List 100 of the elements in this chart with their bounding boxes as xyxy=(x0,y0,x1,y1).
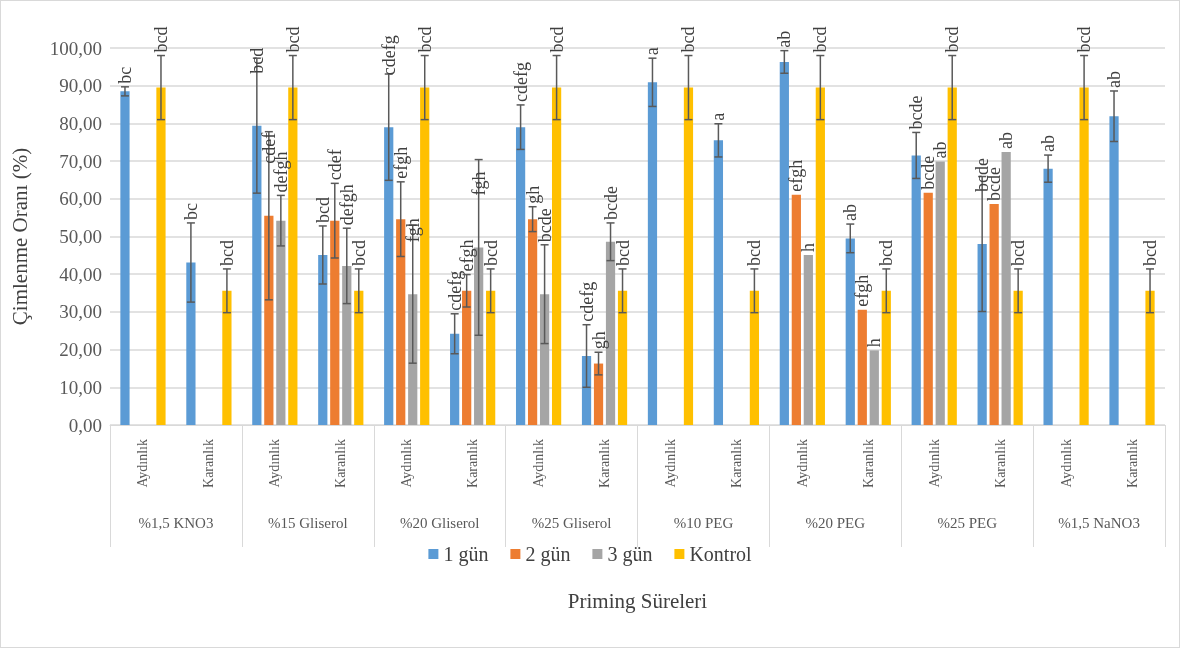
data-label: defgh xyxy=(336,184,357,226)
data-label: bcd xyxy=(414,26,435,53)
bar xyxy=(989,204,999,425)
data-label: ab xyxy=(1104,70,1125,88)
text: %15 Gliserol xyxy=(268,515,348,531)
y-tick-label: 100,00 xyxy=(49,37,102,59)
legend-label: 2 gün xyxy=(525,543,571,566)
bar xyxy=(264,215,274,425)
y-tick-label: 30,00 xyxy=(59,301,102,323)
bar xyxy=(923,192,933,425)
data-label: bcd xyxy=(216,239,237,266)
data-label: bcd xyxy=(348,239,369,266)
y-tick-label: 50,00 xyxy=(59,226,102,247)
legend-label: 1 gün xyxy=(443,543,489,566)
data-label: gh xyxy=(588,331,609,350)
data-label: ab xyxy=(1038,135,1059,153)
bar xyxy=(186,262,196,425)
bar xyxy=(815,87,825,425)
x-tick-label: Aydınlık xyxy=(794,439,810,488)
data-label: bcd xyxy=(942,26,963,53)
bar xyxy=(1001,152,1011,425)
data-label: cdefg xyxy=(378,35,399,76)
bar xyxy=(803,254,813,425)
y-tick-label: 70,00 xyxy=(59,150,102,172)
data-label: bcd xyxy=(546,26,567,53)
x-tick-label: Aydınlık xyxy=(399,439,415,488)
bar xyxy=(593,363,604,425)
y-tick-label: 10,00 xyxy=(59,376,102,398)
data-label: ab xyxy=(996,132,1017,150)
data-label: bcde xyxy=(600,185,621,220)
data-label: ab xyxy=(840,204,861,222)
data-label: fgh xyxy=(402,218,423,243)
data-label: bcd xyxy=(810,26,831,53)
bar xyxy=(749,290,760,425)
y-axis-title: Çimlenme Oranı (%) xyxy=(7,147,32,326)
y-tick-label: 90,00 xyxy=(59,75,102,97)
x-tick-label: Aydınlık xyxy=(1058,439,1074,488)
bar xyxy=(1145,290,1155,425)
bar xyxy=(120,91,130,425)
x-tick-label: Aydınlık xyxy=(135,439,151,488)
bar xyxy=(342,265,352,425)
bar xyxy=(222,290,232,425)
bar xyxy=(384,127,394,425)
bar xyxy=(539,294,550,425)
text: %1,5 KNO3 xyxy=(138,515,214,531)
x-tick-label: Karanlık xyxy=(728,439,744,488)
text: %20 PEG xyxy=(805,515,866,531)
data-label: fgh xyxy=(468,171,489,196)
data-label: a xyxy=(708,112,729,121)
data-label: bcd xyxy=(150,26,171,53)
bar xyxy=(330,220,340,425)
data-label: bcd xyxy=(678,26,699,53)
x-tick-label: Karanlık xyxy=(1124,439,1140,488)
bar xyxy=(947,87,957,425)
bar xyxy=(713,140,724,425)
y-tick-label: 80,00 xyxy=(59,112,102,134)
data-label: bcd xyxy=(744,239,765,266)
x-tick-label: Karanlık xyxy=(465,439,481,488)
legend-label: 3 gün xyxy=(607,543,653,566)
bar xyxy=(1013,290,1023,425)
bar xyxy=(617,290,628,425)
bar xyxy=(450,333,460,425)
bar xyxy=(396,219,406,425)
x-tick-label: Karanlık xyxy=(333,439,349,488)
data-label: gh xyxy=(522,185,543,204)
bar xyxy=(779,61,789,425)
bar xyxy=(647,82,658,425)
data-label: cdef xyxy=(324,149,345,181)
legend-label: Kontrol xyxy=(689,543,753,565)
data-label: bcd xyxy=(480,239,501,266)
data-label: efgh xyxy=(456,239,477,272)
bar xyxy=(1079,87,1089,425)
bar xyxy=(318,254,328,425)
data-label: cdefg xyxy=(444,270,465,311)
x-tick-label: Aydınlık xyxy=(531,439,547,488)
data-label: efgh xyxy=(390,146,411,179)
data-label: bc xyxy=(114,66,135,84)
text: %25 PEG xyxy=(937,515,998,531)
data-label: cdefg xyxy=(576,281,597,322)
bar xyxy=(881,290,891,425)
y-tick-label: 60,00 xyxy=(59,188,102,210)
data-label: h xyxy=(864,338,885,348)
data-label: cdefg xyxy=(510,61,531,102)
data-label: bcd xyxy=(612,239,633,266)
bar xyxy=(1043,168,1053,425)
data-label: bcd xyxy=(246,47,267,74)
text: %25 Gliserol xyxy=(531,515,612,531)
data-label: h xyxy=(798,242,819,252)
bar xyxy=(252,125,262,425)
bar xyxy=(845,238,855,425)
data-label: bcd xyxy=(1074,26,1095,53)
bar xyxy=(683,87,694,425)
data-label: bcd xyxy=(876,239,897,266)
data-label: a xyxy=(642,47,663,56)
bar xyxy=(156,87,166,425)
bar xyxy=(551,87,562,425)
data-label: efgh xyxy=(852,274,873,307)
data-label: ab xyxy=(930,141,951,159)
bar xyxy=(527,219,538,425)
x-tick-label: Karanlık xyxy=(201,439,217,488)
